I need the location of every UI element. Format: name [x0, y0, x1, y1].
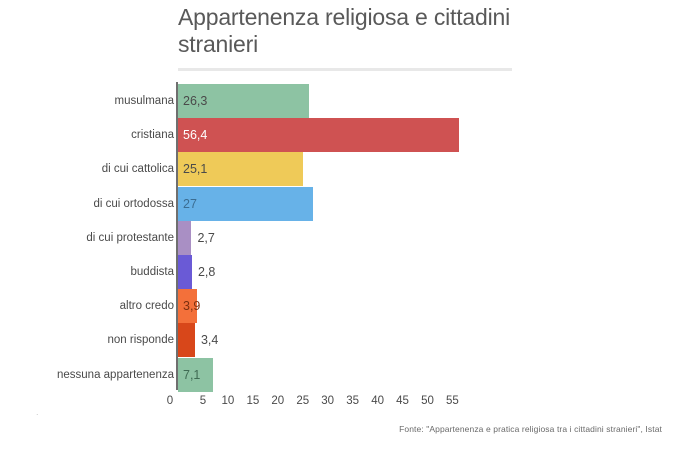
bar[interactable]: [178, 220, 192, 255]
bar-category-label: nessuna appartenenza: [56, 368, 174, 381]
x-axis-tick-label: 0: [166, 395, 174, 407]
bar[interactable]: [178, 255, 192, 289]
bar-row: non risponde 3,4: [0, 323, 674, 358]
bar[interactable]: [178, 289, 198, 324]
bar-value-label: 2,7: [197, 230, 215, 245]
source-note: Fonte: "Appartenenza e pratica religiosa…: [399, 424, 662, 434]
bar-chart-plot-area: musulmana 26,3 cristiana 56,4 di cui cattoli…: [0, 82, 674, 392]
x-axis-tick-label: 30: [321, 395, 335, 407]
x-axis-tick-label: 35: [346, 395, 360, 407]
bar-category-label: non risponde: [107, 334, 175, 347]
x-axis-ticks: 0 5 10 15 20 25 30 35 40 45 50 55: [0, 392, 674, 412]
bar-category-label: di cui ortodossa: [93, 197, 174, 210]
x-axis-tick-label: 20: [271, 395, 285, 407]
bar-value-label: 25,1: [183, 162, 208, 177]
bar[interactable]: [178, 357, 214, 392]
x-axis-tick-label: 10: [221, 395, 235, 407]
x-axis-tick-label: 40: [371, 395, 384, 407]
bar[interactable]: [178, 186, 313, 221]
x-axis-tick-label: 25: [296, 395, 310, 407]
bar-row: nessuna appartenenza 7,1: [0, 357, 674, 392]
bar-category-label: buddista: [130, 266, 174, 278]
x-axis-tick-label: 15: [246, 395, 260, 407]
bar[interactable]: [178, 323, 195, 358]
corner-mark: .: [36, 407, 39, 417]
page-title: Appartenenza religiosa e cittadini stran…: [178, 4, 511, 57]
x-axis-tick-label: 50: [421, 395, 434, 407]
bar[interactable]: [178, 152, 304, 187]
x-axis-tick-label: 5: [199, 395, 207, 407]
bar-row: altro credo 3,9: [0, 289, 674, 324]
bar-category-label: di cui protestante: [86, 231, 174, 244]
y-axis-line: [176, 82, 178, 390]
bar-value-label: 3,9: [183, 299, 201, 314]
bar-value-label: 3,4: [200, 333, 219, 348]
bar-category-label: di cui cattolica: [101, 163, 174, 176]
title-divider: [178, 68, 512, 71]
bar-category-label: altro credo: [119, 300, 174, 313]
x-axis-tick-label: 55: [446, 395, 459, 407]
bar-row: cristiana 56,4: [0, 118, 674, 153]
bar-category-label: cristiana: [131, 129, 174, 142]
bar[interactable]: [178, 118, 460, 153]
x-axis-tick-label: 45: [396, 395, 409, 407]
bar-row: buddista 2,8: [0, 255, 674, 289]
bar-category-label: musulmana: [114, 95, 174, 107]
bar-value-label: 56,4: [183, 128, 208, 143]
bar[interactable]: [178, 84, 310, 118]
bar-value-label: 2,8: [197, 265, 216, 279]
bar-value-label: 26,3: [183, 94, 208, 108]
bar-value-label: 27: [183, 196, 197, 211]
bar-row: musulmana 26,3: [0, 84, 674, 118]
bar-value-label: 7,1: [183, 367, 201, 382]
bar-row: di cui cattolica 25,1: [0, 152, 674, 187]
bar-row: di cui ortodossa 27: [0, 186, 674, 221]
bar-row: di cui protestante 2,7: [0, 220, 674, 255]
